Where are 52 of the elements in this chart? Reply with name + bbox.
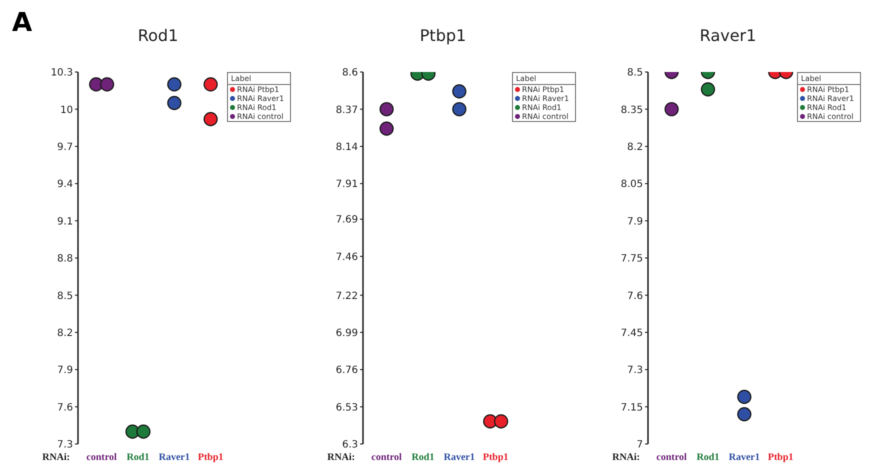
- x-tick-label: Ptbp1: [198, 452, 224, 463]
- x-axis-title: RNAi:: [42, 452, 70, 463]
- y-tick-label: 10: [60, 104, 73, 116]
- y-tick-label: 7.91: [336, 179, 358, 190]
- y-tick-label: 7.3: [627, 365, 643, 376]
- y-tick-label: 8.6: [342, 68, 358, 79]
- y-tick-label: 8.8: [57, 254, 73, 265]
- y-tick-label: 7.46: [336, 252, 358, 263]
- y-tick-label: 8.37: [336, 104, 358, 116]
- x-tick-label: Rod1: [696, 452, 720, 463]
- x-tick-label: Raver1: [444, 452, 475, 463]
- y-tick-label: 8.05: [620, 179, 643, 190]
- y-tick-label: 7.69: [336, 214, 358, 226]
- y-tick-label: 7.3: [57, 440, 73, 451]
- chart-title: Raver1: [698, 26, 758, 45]
- x-axis-title: RNAi:: [612, 452, 640, 463]
- y-tick-label: 7: [636, 440, 643, 451]
- x-tick-label: control: [656, 452, 688, 463]
- y-tick-label: 8.5: [57, 290, 73, 302]
- y-tick-label: 7.22: [336, 290, 358, 302]
- y-tick-label: 9.1: [57, 216, 73, 228]
- y-tick-label: 8.35: [620, 104, 643, 116]
- x-tick-label: Rod1: [412, 452, 434, 463]
- y-tick-label: 7.9: [57, 365, 73, 376]
- y-tick-label: 7.9: [627, 216, 643, 228]
- y-tick-label: 8.14: [336, 142, 358, 153]
- x-tick-label: Ptbp1: [768, 452, 794, 463]
- y-tick-label: 7.75: [620, 254, 643, 265]
- x-tick-label: Raver1: [158, 452, 190, 463]
- x-tick-label: control: [86, 452, 118, 463]
- x-tick-label: Raver1: [728, 452, 760, 463]
- y-tick-label: 8.2: [57, 328, 73, 339]
- y-tick-label: 9.4: [57, 179, 73, 190]
- y-tick-label: 6.53: [336, 402, 358, 414]
- y-tick-label: 10.3: [50, 68, 73, 79]
- y-tick-label: 7.45: [620, 328, 643, 339]
- chart-title: Rod1: [136, 26, 180, 45]
- x-axis-title: RNAi:: [327, 452, 355, 463]
- y-tick-label: 8.5: [627, 68, 643, 79]
- text: A: [12, 8, 32, 38]
- y-tick-label: 7.6: [57, 402, 73, 414]
- x-tick-label: Rod1: [126, 452, 150, 463]
- x-tick-label: control: [371, 452, 402, 463]
- y-tick-label: 6.76: [336, 365, 358, 376]
- y-tick-label: 8.2: [627, 142, 643, 153]
- y-tick-label: 7.15: [620, 402, 643, 414]
- y-tick-label: 6.99: [336, 328, 358, 339]
- y-tick-label: 9.7: [57, 142, 73, 153]
- y-tick-label: 6.3: [342, 440, 358, 451]
- y-tick-label: 7.6: [627, 290, 643, 302]
- x-tick-label: Ptbp1: [482, 452, 508, 463]
- chart-title: Ptbp1: [418, 26, 468, 45]
